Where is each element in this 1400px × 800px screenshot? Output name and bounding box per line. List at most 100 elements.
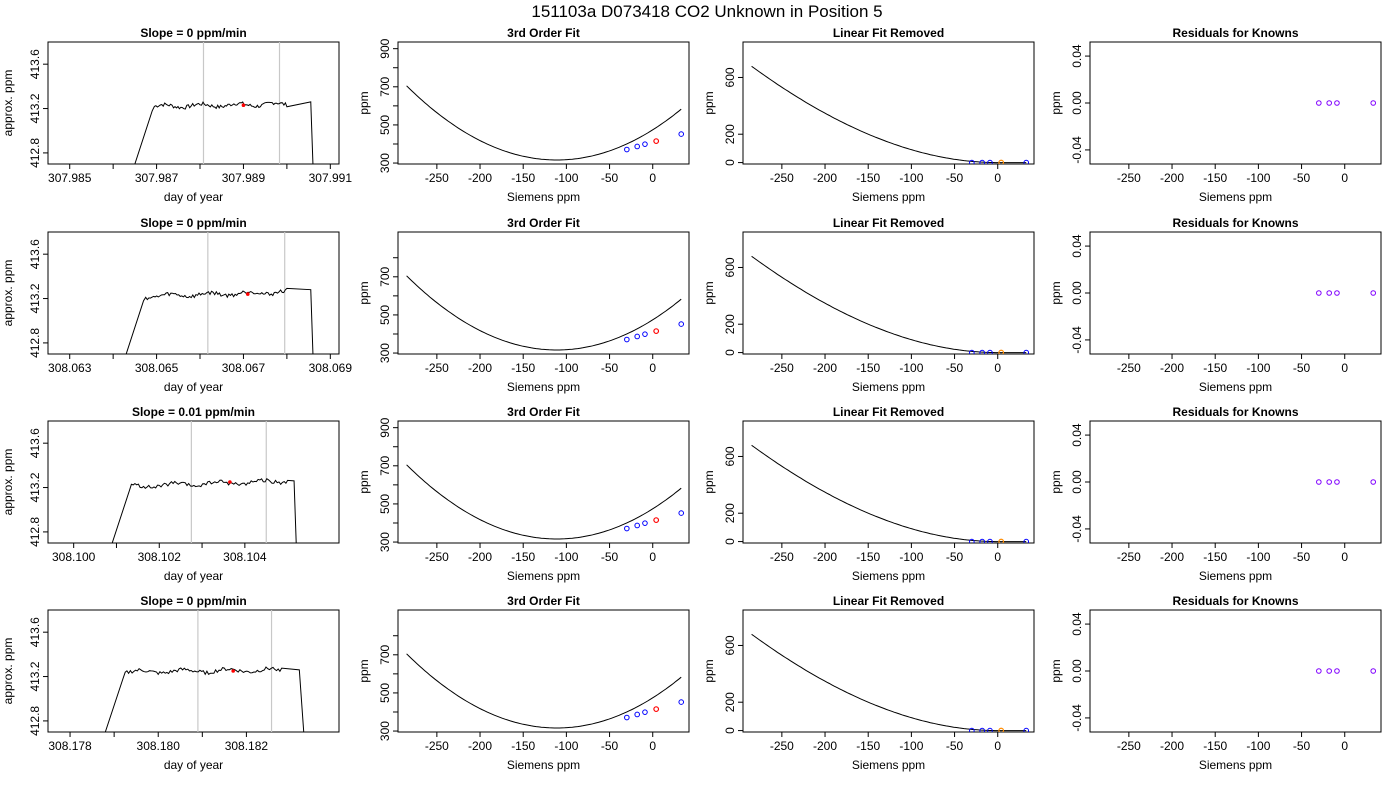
known-standard-point: [624, 336, 630, 343]
y-tick-label: 413.6: [28, 49, 42, 79]
x-tick-label: -150: [511, 361, 535, 375]
x-axis-label: day of year: [164, 190, 223, 204]
x-tick-label: -100: [554, 361, 578, 375]
residual-point: [1370, 668, 1377, 674]
plot-frame: [47, 231, 340, 355]
x-axis-label: Siemens ppm: [852, 569, 925, 583]
x-axis-label: Siemens ppm: [507, 190, 580, 204]
known-standard-point: [634, 711, 640, 718]
x-tick-label: 307.987: [135, 171, 179, 185]
panel-title: Linear Fit Removed: [833, 405, 944, 419]
x-tick-label: 308.069: [309, 361, 353, 375]
x-tick-label: -200: [813, 550, 837, 564]
panel-1-1: Slope = 0 ppm/min 307.985 307.987 307.989 30…: [1, 26, 352, 204]
x-tick-label: -100: [554, 171, 578, 185]
known-standard-point: [969, 538, 975, 543]
x-tick-label: -100: [1246, 171, 1270, 185]
plot-frame: [397, 41, 690, 165]
plot-area: [406, 85, 685, 161]
fit-curve: [751, 444, 1027, 543]
y-tick-label: 0: [723, 349, 737, 356]
y-axis-label: ppm: [1049, 659, 1063, 682]
panel-title: Linear Fit Removed: [833, 26, 944, 40]
x-axis-label: Siemens ppm: [852, 190, 925, 204]
x-tick-label: -100: [1246, 361, 1270, 375]
panel-1-3: Linear Fit Removed -250 -200 -150 -100 -50 0 Si…: [702, 26, 1035, 204]
x-tick-label: -200: [1160, 550, 1184, 564]
plot-area: [406, 653, 685, 729]
y-axis-label: ppm: [357, 91, 371, 114]
x-tick-label: 0: [1341, 550, 1348, 564]
x-tick-label: -100: [899, 171, 923, 185]
x-tick-label: 308.178: [48, 739, 92, 753]
panel-title: Linear Fit Removed: [833, 594, 944, 608]
y-tick-label: 200: [723, 124, 737, 144]
x-tick-label: -250: [770, 739, 794, 753]
plot-frame: [397, 420, 690, 544]
panel-3-3: Linear Fit Removed -250 -200 -150 -100 -50 0 Si…: [702, 405, 1035, 583]
x-tick-label: -150: [856, 361, 880, 375]
panel-title: Slope = 0 ppm/min: [140, 594, 246, 608]
known-standard-point: [987, 538, 993, 543]
y-tick-label: 413.2: [28, 93, 42, 123]
y-tick-label: 0.00: [1070, 281, 1084, 305]
x-tick-label: -50: [946, 739, 964, 753]
x-tick-label: 0: [994, 550, 1001, 564]
x-tick-label: -150: [856, 171, 880, 185]
y-tick-label: 700: [378, 266, 392, 286]
x-tick-label: -200: [813, 171, 837, 185]
y-tick-label: 600: [723, 446, 737, 466]
x-tick-label: -150: [1203, 739, 1227, 753]
x-tick-label: -200: [1160, 361, 1184, 375]
unknown-sample-point: [653, 706, 660, 713]
y-tick-label: 0: [723, 727, 737, 734]
panel-2-2: 3rd Order Fit -250 -200 -150 -100 -50 0 Siemens…: [357, 216, 690, 394]
x-tick-label: -150: [856, 550, 880, 564]
x-tick-label: -150: [856, 739, 880, 753]
y-tick-label: 500: [378, 115, 392, 135]
y-axis-label: ppm: [1049, 470, 1063, 493]
fit-curve: [751, 633, 1027, 732]
x-tick-label: -50: [601, 361, 619, 375]
unknown-sample-point: [998, 349, 1005, 354]
y-tick-label: 413.2: [28, 283, 42, 313]
y-axis-label: ppm: [702, 91, 716, 114]
x-tick-label: 307.991: [309, 171, 353, 185]
residual-point: [1316, 479, 1322, 485]
plot-frame: [47, 41, 340, 165]
panel-title: Residuals for Knowns: [1172, 26, 1298, 40]
y-axis-label: ppm: [357, 281, 371, 304]
known-standard-point: [987, 727, 993, 732]
y-axis-label: ppm: [1049, 91, 1063, 114]
plot-frame: [397, 609, 690, 733]
x-tick-label: -250: [770, 361, 794, 375]
x-tick-label: 308.063: [48, 361, 92, 375]
x-tick-label: -200: [468, 171, 492, 185]
known-standard-point: [678, 510, 685, 516]
known-standard-point: [979, 349, 985, 354]
x-tick-label: -150: [1203, 361, 1227, 375]
panel-2-1: Slope = 0 ppm/min 308.063 308.065 308.067 30…: [1, 216, 352, 394]
plot-area: [134, 42, 314, 164]
x-axis-label: day of year: [164, 758, 223, 772]
x-axis-label: day of year: [164, 569, 223, 583]
known-standard-point: [678, 699, 685, 705]
plot-area: [406, 464, 685, 540]
unknown-sample-point: [653, 138, 660, 145]
x-tick-label: -100: [899, 550, 923, 564]
x-tick-label: -150: [511, 739, 535, 753]
plot-frame: [1089, 231, 1382, 355]
x-tick-label: 0: [649, 739, 656, 753]
x-tick-label: -100: [1246, 550, 1270, 564]
x-tick-label: -200: [1160, 171, 1184, 185]
panel-title: Residuals for Knowns: [1172, 216, 1298, 230]
residual-point: [1334, 290, 1340, 296]
y-tick-label: -0.04: [1070, 704, 1084, 732]
x-tick-label: -50: [1293, 550, 1311, 564]
known-standard-point: [987, 349, 993, 354]
panel-4-1: Slope = 0 ppm/min 308.178 308.180 308.182da…: [1, 594, 340, 772]
plot-frame: [397, 231, 690, 355]
y-tick-label: 200: [723, 692, 737, 712]
x-tick-label: -250: [1117, 171, 1141, 185]
